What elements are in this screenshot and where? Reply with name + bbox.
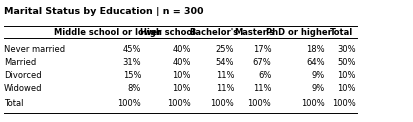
Text: 11%: 11%: [216, 71, 234, 80]
Text: 40%: 40%: [172, 58, 191, 67]
Text: Total: Total: [4, 99, 24, 108]
Text: PhD or higher: PhD or higher: [266, 28, 332, 37]
Text: 100%: 100%: [210, 99, 234, 108]
Text: 10%: 10%: [337, 84, 356, 93]
Text: 6%: 6%: [258, 71, 271, 80]
Text: Never married: Never married: [4, 45, 65, 54]
Text: 10%: 10%: [337, 71, 356, 80]
Text: 9%: 9%: [312, 71, 325, 80]
Text: 9%: 9%: [312, 84, 325, 93]
Text: 10%: 10%: [172, 84, 191, 93]
Text: 17%: 17%: [253, 45, 271, 54]
Text: High school: High school: [140, 28, 195, 37]
Text: Widowed: Widowed: [4, 84, 43, 93]
Text: Middle school or lower: Middle school or lower: [54, 28, 161, 37]
Text: Divorced: Divorced: [4, 71, 42, 80]
Text: 31%: 31%: [123, 58, 141, 67]
Text: 50%: 50%: [337, 58, 356, 67]
Text: 54%: 54%: [216, 58, 234, 67]
Text: Married: Married: [4, 58, 36, 67]
Text: 100%: 100%: [332, 99, 356, 108]
Text: Master's: Master's: [234, 28, 274, 37]
Text: 11%: 11%: [216, 84, 234, 93]
Text: 45%: 45%: [123, 45, 141, 54]
Text: 18%: 18%: [306, 45, 325, 54]
Text: 8%: 8%: [128, 84, 141, 93]
Text: 15%: 15%: [123, 71, 141, 80]
Text: Total: Total: [330, 28, 354, 37]
Text: 25%: 25%: [216, 45, 234, 54]
Text: 30%: 30%: [337, 45, 356, 54]
Text: 100%: 100%: [301, 99, 325, 108]
Text: 100%: 100%: [167, 99, 191, 108]
Text: 11%: 11%: [253, 84, 271, 93]
Text: 10%: 10%: [172, 71, 191, 80]
Text: 67%: 67%: [253, 58, 271, 67]
Text: 40%: 40%: [172, 45, 191, 54]
Text: 100%: 100%: [247, 99, 271, 108]
Text: 64%: 64%: [306, 58, 325, 67]
Text: Bachelor's: Bachelor's: [189, 28, 238, 37]
Text: Marital Status by Education | n = 300: Marital Status by Education | n = 300: [4, 7, 204, 16]
Text: 100%: 100%: [117, 99, 141, 108]
